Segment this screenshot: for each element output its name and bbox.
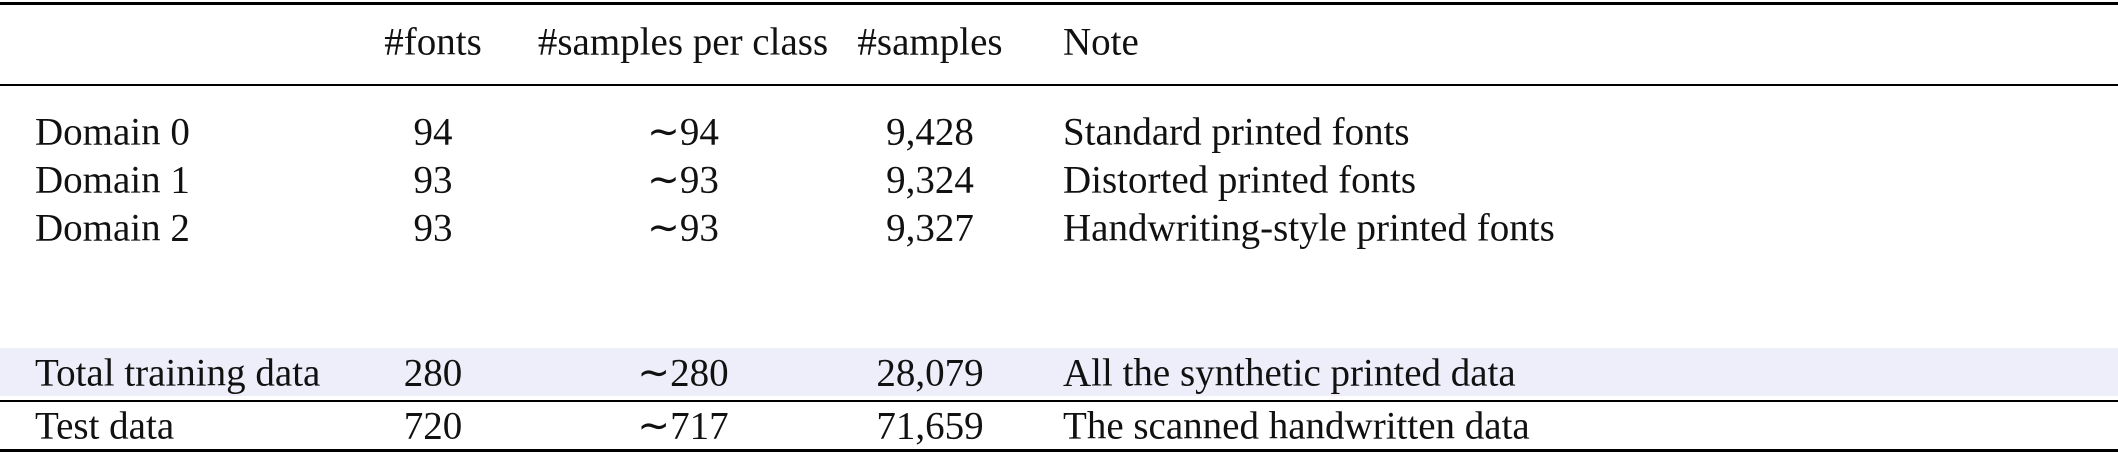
row-highlight xyxy=(0,348,2118,396)
table-cell: All the synthetic printed data xyxy=(1063,351,1516,395)
table-cell: 94 xyxy=(413,110,453,154)
table-cell: ∼717 xyxy=(637,404,729,448)
table-cell: 93 xyxy=(413,158,453,202)
table-cell: 720 xyxy=(403,404,463,448)
table-cell: 28,079 xyxy=(876,351,984,395)
header-cell: #samples xyxy=(857,20,1003,64)
table-cell: 9,428 xyxy=(886,110,974,154)
header-rule xyxy=(0,84,2118,86)
table-cell: Domain 1 xyxy=(35,158,190,202)
table-cell: Handwriting-style printed fonts xyxy=(1063,206,1555,250)
table-cell: 71,659 xyxy=(876,404,984,448)
table-cell: ∼94 xyxy=(647,110,719,154)
table-cell: The scanned handwritten data xyxy=(1063,404,1530,448)
table-cell: 9,324 xyxy=(886,158,974,202)
table-cell: Test data xyxy=(35,404,175,448)
table-cell: 9,327 xyxy=(886,206,974,250)
table-cell: ∼93 xyxy=(647,158,719,202)
bottom-rule xyxy=(0,449,2118,452)
top-rule xyxy=(0,2,2118,5)
table-cell: ∼93 xyxy=(647,206,719,250)
header-cell: Note xyxy=(1063,20,1139,64)
table-cell: ∼280 xyxy=(637,351,729,395)
table-cell: Total training data xyxy=(35,351,321,395)
header-cell: #samples per class xyxy=(537,20,829,64)
table-cell: Standard printed fonts xyxy=(1063,110,1410,154)
table-cell: Distorted printed fonts xyxy=(1063,158,1417,202)
header-cell: #fonts xyxy=(384,20,482,64)
table-cell: Domain 2 xyxy=(35,206,190,250)
mid-rule xyxy=(0,400,2118,402)
table-cell: Domain 0 xyxy=(35,110,190,154)
table-cell: 93 xyxy=(413,206,453,250)
table-cell: 280 xyxy=(403,351,463,395)
